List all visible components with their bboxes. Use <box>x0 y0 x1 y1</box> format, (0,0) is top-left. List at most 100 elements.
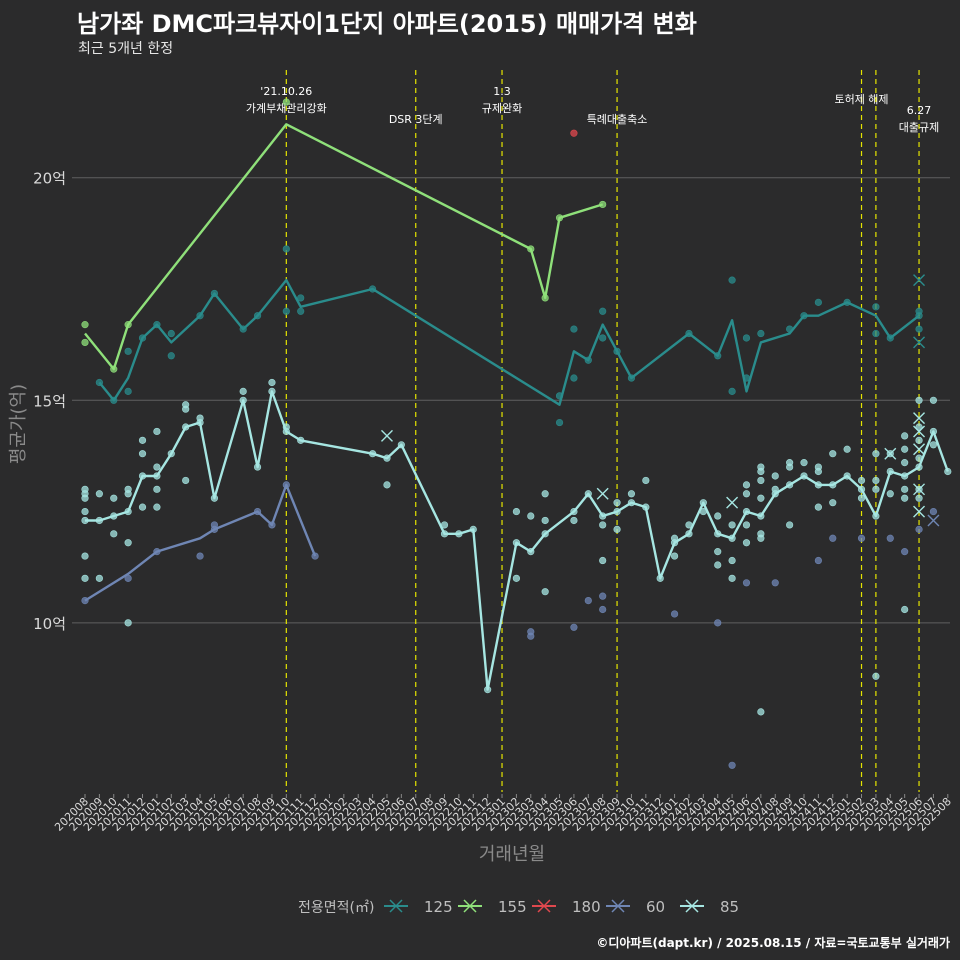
legend-key-cross <box>389 899 403 913</box>
data-point <box>138 503 147 511</box>
data-point <box>196 312 204 320</box>
data-point <box>440 530 449 538</box>
data-point <box>541 530 549 538</box>
y-tick-label: 20억 <box>33 170 66 188</box>
data-point <box>282 481 290 489</box>
data-cross <box>596 487 609 500</box>
data-point <box>239 387 247 395</box>
data-point <box>886 467 894 476</box>
data-point <box>81 485 89 493</box>
data-point <box>742 521 751 529</box>
data-point <box>786 325 794 333</box>
data-point <box>944 467 952 476</box>
data-point <box>599 334 607 342</box>
data-point <box>124 507 132 516</box>
data-point <box>699 507 707 516</box>
data-point <box>829 534 837 542</box>
y-axis: 10억 15억 20억 <box>33 170 66 633</box>
legend-label-125: 125 <box>424 898 453 916</box>
data-point <box>110 530 118 538</box>
data-point <box>584 596 592 605</box>
data-cross <box>380 429 393 442</box>
data-point <box>210 494 219 502</box>
data-point <box>527 548 535 556</box>
data-point <box>699 499 707 507</box>
data-point <box>282 245 290 253</box>
data-cross <box>913 443 926 456</box>
data-point <box>469 525 477 533</box>
data-point <box>541 516 549 525</box>
data-point <box>196 414 204 422</box>
data-point <box>311 552 319 560</box>
data-cross <box>913 336 926 349</box>
data-cross <box>884 447 897 460</box>
data-point <box>297 436 305 444</box>
data-point <box>843 298 851 306</box>
data-point <box>138 450 147 458</box>
data-point <box>685 329 693 338</box>
data-point <box>742 579 751 587</box>
event-label: 특례대출축소 <box>587 113 648 126</box>
data-point <box>742 507 751 516</box>
data-point <box>153 548 161 556</box>
legend-label-85: 85 <box>720 898 739 916</box>
data-cross <box>726 496 739 509</box>
data-point <box>369 450 377 458</box>
data-point <box>613 525 621 533</box>
data-point <box>182 423 190 431</box>
data-point <box>742 374 751 382</box>
data-point <box>857 485 866 493</box>
data-point <box>742 334 751 342</box>
data-point <box>915 494 923 502</box>
data-point <box>886 490 894 498</box>
data-point <box>110 365 118 373</box>
data-point <box>599 556 607 565</box>
data-point <box>239 325 247 333</box>
data-point <box>196 552 204 560</box>
data-point <box>282 307 290 315</box>
legend-label-60: 60 <box>646 898 665 916</box>
data-point <box>383 481 391 489</box>
data-point <box>814 463 822 471</box>
data-cross <box>913 505 926 518</box>
data-point <box>570 129 578 137</box>
data-point <box>786 521 794 529</box>
data-point <box>81 507 89 516</box>
data-point <box>570 507 578 516</box>
legend-key-cross <box>611 899 625 913</box>
series-line-85 <box>85 390 949 691</box>
data-point <box>757 708 765 716</box>
data-point <box>81 516 89 525</box>
data-point <box>872 303 880 311</box>
data-point <box>872 476 880 485</box>
data-point <box>872 329 880 338</box>
data-point <box>714 352 722 360</box>
data-point <box>124 490 132 498</box>
data-point <box>843 472 851 480</box>
data-point <box>153 503 161 511</box>
y-tick-label: 15억 <box>33 392 66 410</box>
x-axis-label: 거래년월 <box>479 844 545 865</box>
data-point <box>484 686 492 694</box>
data-point <box>138 472 147 480</box>
data-point <box>124 387 132 395</box>
data-point <box>210 289 219 298</box>
data-point <box>541 490 549 498</box>
data-point <box>124 619 132 627</box>
data-point <box>800 472 808 480</box>
data-point <box>742 490 751 498</box>
data-point <box>843 445 851 453</box>
data-point <box>915 396 923 404</box>
data-point <box>901 605 909 614</box>
data-point <box>829 499 837 507</box>
y-axis-label: 평균가(억) <box>8 384 29 464</box>
data-point <box>670 610 679 618</box>
chart-subtitle: 최근 5개년 한정 <box>78 41 174 57</box>
data-point <box>297 294 305 302</box>
legend: 전용면적(㎡) 125 155 180 60 85 <box>298 898 739 916</box>
data-point <box>95 490 103 498</box>
data-point <box>915 463 923 471</box>
series-line-125 <box>98 278 920 406</box>
data-point <box>915 423 923 431</box>
